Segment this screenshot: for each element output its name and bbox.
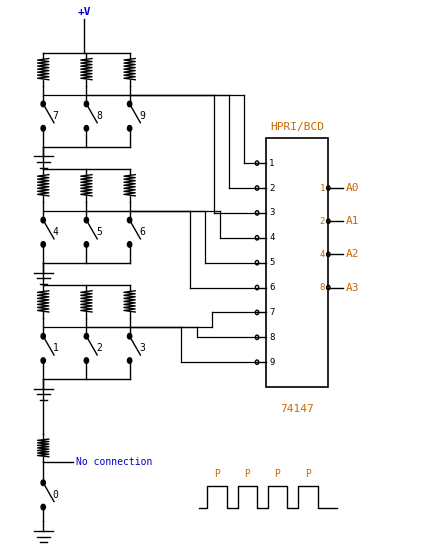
Text: +V: +V	[77, 7, 91, 17]
Text: 4: 4	[320, 250, 325, 259]
Circle shape	[84, 333, 89, 339]
Text: A2: A2	[346, 249, 359, 259]
Circle shape	[84, 126, 89, 131]
Text: A1: A1	[346, 216, 359, 226]
Circle shape	[84, 101, 89, 107]
Circle shape	[127, 126, 132, 131]
Text: 8: 8	[96, 111, 102, 121]
Text: 4: 4	[53, 227, 59, 237]
Text: 3: 3	[269, 208, 274, 217]
Circle shape	[41, 217, 45, 223]
Text: 0: 0	[53, 490, 59, 500]
Text: 74147: 74147	[280, 404, 314, 414]
Circle shape	[41, 333, 45, 339]
Circle shape	[41, 126, 45, 131]
Text: 5: 5	[96, 227, 102, 237]
Text: 9: 9	[139, 111, 145, 121]
FancyBboxPatch shape	[266, 138, 328, 387]
Circle shape	[127, 358, 132, 363]
Text: 8: 8	[320, 283, 325, 292]
Circle shape	[127, 242, 132, 247]
Circle shape	[127, 101, 132, 107]
Text: 6: 6	[139, 227, 145, 237]
Text: P: P	[245, 469, 250, 479]
Text: 2: 2	[269, 184, 274, 192]
Text: 4: 4	[269, 233, 274, 242]
Circle shape	[84, 358, 89, 363]
Text: HPRI/BCD: HPRI/BCD	[270, 122, 324, 132]
Text: P: P	[214, 469, 220, 479]
Text: A0: A0	[346, 183, 359, 193]
Text: 5: 5	[269, 258, 274, 267]
Circle shape	[41, 480, 45, 486]
Circle shape	[127, 217, 132, 223]
Text: 7: 7	[53, 111, 59, 121]
Circle shape	[41, 358, 45, 363]
Text: 1: 1	[320, 184, 325, 192]
Circle shape	[41, 504, 45, 510]
Circle shape	[127, 333, 132, 339]
Text: 2: 2	[320, 217, 325, 226]
Circle shape	[41, 101, 45, 107]
Circle shape	[41, 242, 45, 247]
Text: 3: 3	[139, 343, 145, 353]
Text: 6: 6	[269, 283, 274, 292]
Text: 1: 1	[269, 159, 274, 168]
Text: 2: 2	[96, 343, 102, 353]
Text: 7: 7	[269, 308, 274, 317]
Circle shape	[84, 217, 89, 223]
Text: 8: 8	[269, 333, 274, 342]
Text: P: P	[305, 469, 311, 479]
Text: A3: A3	[346, 283, 359, 293]
Text: No connection: No connection	[76, 457, 152, 467]
Text: 1: 1	[53, 343, 59, 353]
Text: 9: 9	[269, 358, 274, 367]
Circle shape	[84, 242, 89, 247]
Text: P: P	[275, 469, 280, 479]
